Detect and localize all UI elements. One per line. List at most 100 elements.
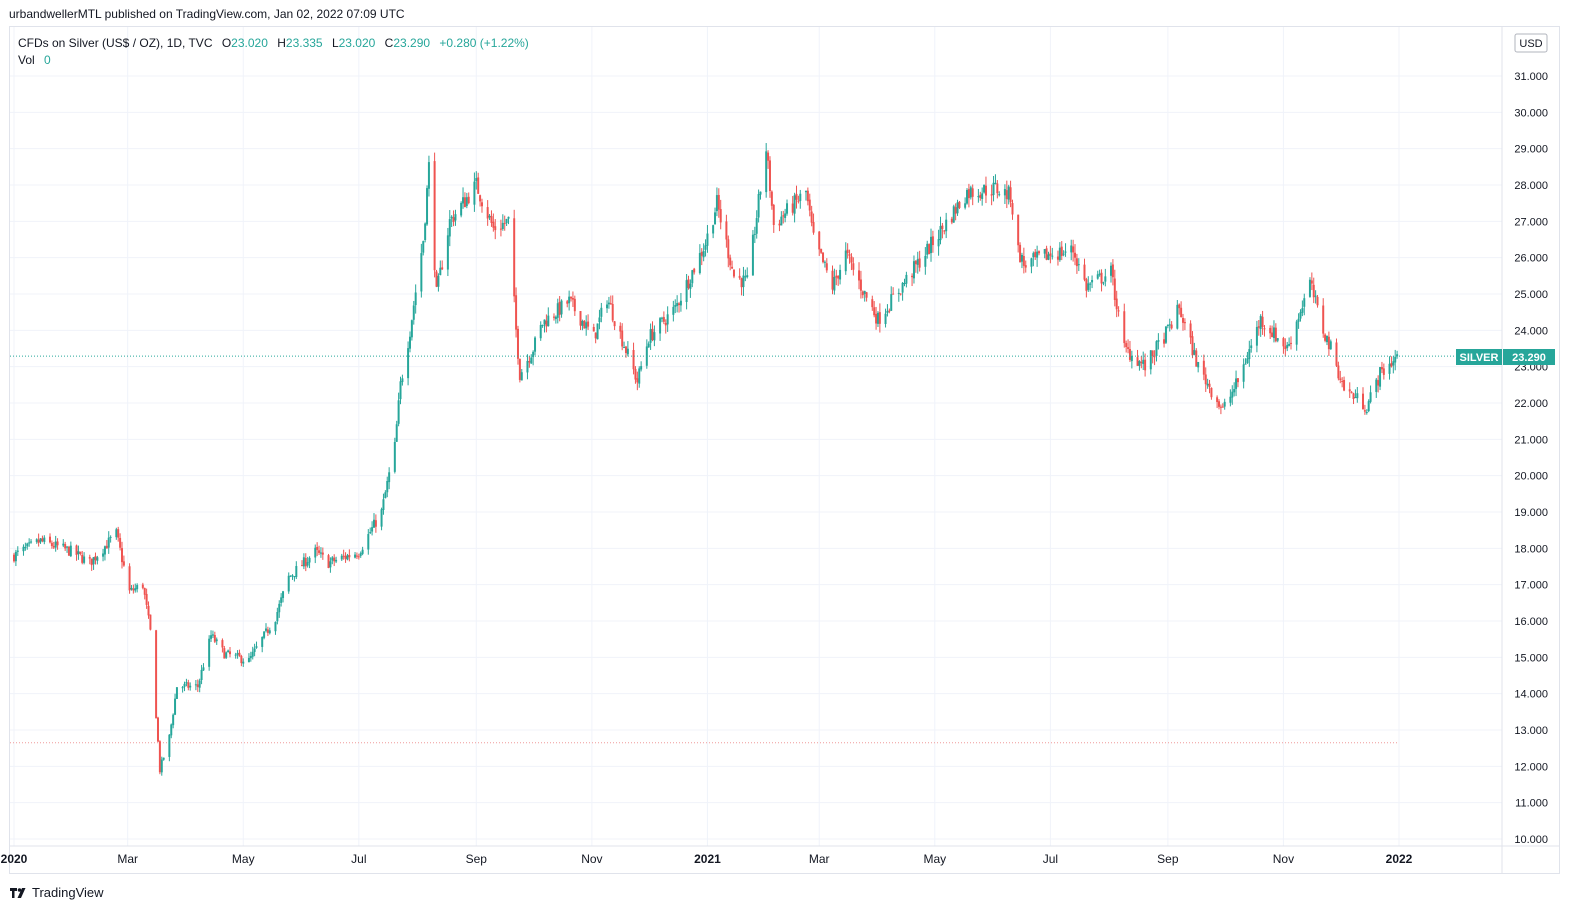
candle: [427, 155, 430, 197]
candle: [1208, 379, 1211, 394]
candle-body: [1011, 203, 1014, 215]
candle-body: [439, 267, 442, 276]
candle-body: [422, 241, 425, 253]
candle-body: [1064, 251, 1067, 253]
candle: [102, 548, 105, 562]
candle: [928, 243, 931, 255]
candle-body: [890, 294, 893, 311]
candle: [48, 533, 51, 544]
candle: [480, 198, 483, 213]
candle-body: [547, 315, 550, 327]
candle-body: [1197, 361, 1200, 368]
candle-body: [1341, 380, 1344, 382]
candle-body: [770, 191, 773, 206]
candle: [875, 306, 878, 330]
candle: [306, 556, 309, 568]
candle: [1003, 184, 1006, 205]
candle-body: [581, 320, 584, 326]
candle-body: [1138, 361, 1141, 366]
candle-body: [1284, 346, 1287, 350]
candle-body: [518, 359, 521, 380]
candle: [308, 556, 311, 569]
candle-body: [467, 196, 470, 204]
candle-body: [30, 541, 33, 543]
candle-body: [871, 299, 874, 308]
currency-badge[interactable]: USD: [1514, 33, 1548, 53]
candle: [950, 216, 953, 225]
candle: [388, 467, 391, 490]
candle-body: [990, 194, 993, 196]
candle-body: [1100, 272, 1103, 284]
candle: [302, 553, 305, 570]
candle-body: [450, 216, 453, 219]
candle: [1113, 269, 1116, 307]
candle-body: [304, 558, 307, 567]
candle: [399, 376, 402, 405]
candle: [13, 552, 15, 563]
candle-body: [1111, 264, 1114, 278]
candle-body: [916, 259, 919, 265]
candle: [1111, 259, 1114, 286]
candle-body: [1115, 298, 1118, 310]
candle-body: [480, 202, 483, 207]
legend-open-value: 23.020: [231, 36, 268, 50]
candle: [1388, 356, 1391, 380]
candle-body: [477, 177, 480, 194]
candle-body: [782, 215, 785, 217]
candle: [632, 342, 635, 375]
candle-body: [812, 222, 815, 233]
legend-symbol: CFDs on Silver (US$ / OZ), 1D, TVC: [18, 36, 213, 50]
candle-body: [1257, 326, 1260, 328]
candle-body: [168, 734, 171, 757]
candle: [998, 191, 1001, 197]
candle-body: [382, 499, 385, 511]
candle-body: [66, 546, 69, 548]
candle-body: [579, 311, 582, 326]
candle-body: [545, 320, 548, 327]
x-tick-label: Nov: [581, 852, 602, 866]
candle-body: [120, 548, 123, 563]
candle-body: [369, 532, 372, 534]
candle-body: [594, 332, 597, 339]
candle-body: [1128, 349, 1131, 360]
candle: [765, 143, 768, 198]
candle-body: [1367, 401, 1370, 412]
candle-body: [992, 182, 995, 195]
candle-body: [505, 218, 508, 224]
candle: [804, 190, 807, 201]
candle: [651, 321, 654, 342]
candle: [314, 544, 317, 564]
candle: [552, 313, 555, 321]
candle-body: [1369, 392, 1372, 402]
candle-body: [460, 202, 463, 216]
candle-body: [520, 372, 523, 381]
chart-frame[interactable]: [9, 26, 1560, 874]
candle-body: [552, 316, 555, 318]
candle-body: [397, 400, 400, 424]
candle-body: [43, 537, 46, 542]
y-tick-label: 28.000: [1514, 180, 1548, 192]
x-tick-label: Sep: [1157, 852, 1179, 866]
footer-brand[interactable]: TradingView: [10, 885, 104, 900]
candle: [120, 541, 123, 569]
candle: [1382, 363, 1385, 380]
candle-body: [240, 656, 243, 664]
candle-body: [623, 347, 626, 349]
candle: [1367, 399, 1370, 413]
candle: [1354, 389, 1357, 399]
candle: [1396, 350, 1399, 359]
candle-body: [251, 651, 254, 657]
candle: [638, 366, 641, 388]
candle-body: [1259, 315, 1262, 329]
candle-body: [327, 555, 330, 569]
candle-body: [873, 307, 876, 316]
candle: [755, 210, 758, 239]
candle-body: [984, 185, 987, 196]
candle-body: [1202, 360, 1205, 375]
candle: [977, 188, 980, 203]
candle: [1110, 262, 1113, 283]
candle-body: [634, 368, 637, 380]
candle: [196, 679, 199, 692]
candle-body: [174, 698, 177, 715]
